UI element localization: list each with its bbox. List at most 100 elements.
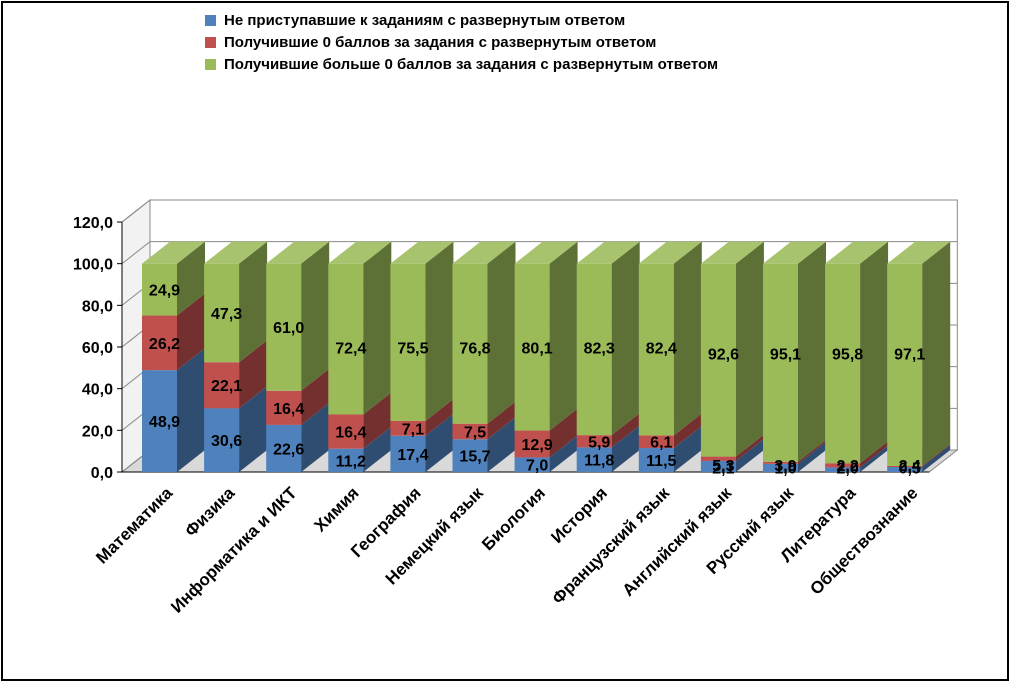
bar-segment	[700, 263, 736, 457]
data-label: 7,5	[464, 424, 486, 441]
bar-segment	[390, 420, 426, 436]
bar-top	[452, 241, 516, 264]
bar-segment-side	[425, 413, 454, 472]
legend-label-not-attempted: Не приступавшие к заданиям с развернутым…	[224, 11, 626, 29]
bar-top	[763, 241, 826, 264]
bar-segment-side	[177, 293, 205, 371]
data-label: 5,3	[712, 458, 734, 475]
bar-segment-side	[549, 241, 578, 431]
x-tick-label: Французский язык	[548, 483, 673, 608]
bar-segment-side	[363, 426, 392, 472]
data-label: 82,3	[584, 341, 615, 358]
data-label: 92,6	[708, 347, 739, 364]
bar-top	[142, 241, 205, 264]
y-tick-label: 80,0	[82, 298, 113, 315]
bar-segment-side	[239, 386, 268, 472]
bar-segment-side	[239, 241, 268, 363]
x-tick-label: Обществознание	[806, 483, 921, 598]
x-tick-label: Биология	[478, 483, 549, 554]
bar-segment	[266, 263, 302, 391]
data-label: 22,1	[211, 378, 242, 395]
data-label: 6,1	[650, 435, 672, 452]
data-label: 80,1	[522, 341, 553, 358]
bar-segment	[266, 424, 302, 472]
bar-segment-side	[177, 348, 205, 472]
data-label: 7,0	[526, 458, 548, 475]
bar-segment	[576, 263, 612, 436]
bar-segment	[142, 370, 177, 472]
legend-item-zero-points: Получившие 0 баллов за задания с разверн…	[205, 31, 718, 53]
gridline-depth	[121, 241, 151, 265]
bar-segment-side	[922, 445, 951, 472]
bar-segment-side	[301, 368, 330, 425]
bar-segment-side	[239, 340, 268, 409]
bar-segment-side	[177, 241, 205, 316]
bar-segment	[204, 263, 240, 363]
bar-segment	[638, 448, 674, 472]
bar-segment	[887, 263, 923, 466]
x-tick-label: Математика	[92, 483, 176, 567]
bar-segment-side	[673, 426, 702, 472]
x-tick-label: Английский язык	[619, 483, 736, 600]
bar-segment-side	[735, 434, 764, 461]
y-tick-label: 60,0	[82, 340, 113, 357]
bar-segment	[825, 263, 861, 464]
bar-segment	[204, 362, 240, 409]
bar-segment-side	[611, 425, 640, 472]
bar-segment-side	[922, 443, 951, 467]
bar-segment	[887, 465, 923, 467]
bar-segment	[328, 448, 364, 472]
bar-segment	[700, 456, 736, 461]
bar-segment-side	[363, 392, 392, 449]
data-label: 17,4	[397, 447, 428, 464]
bar-top	[638, 241, 702, 264]
bar-segment	[328, 414, 364, 449]
data-label: 2,2	[836, 458, 858, 475]
data-label: 97,1	[894, 347, 925, 364]
data-label: 1,0	[774, 461, 796, 478]
data-label: 2,1	[712, 461, 734, 478]
data-label: 0,5	[899, 461, 921, 478]
bar-segment-side	[735, 241, 764, 457]
bar-segment	[763, 263, 798, 462]
bar-top	[700, 241, 764, 264]
bar-segment-side	[487, 401, 516, 440]
legend-item-not-attempted: Не приступавшие к заданиям с развернутым…	[205, 9, 718, 31]
data-label: 75,5	[397, 341, 428, 358]
data-label: 16,4	[335, 425, 366, 442]
bar-segment-side	[860, 241, 889, 464]
legend-label-positive-points: Получившие больше 0 баллов за задания с …	[224, 55, 719, 73]
legend-swatch-not-attempted	[205, 14, 216, 26]
data-label: 5,9	[588, 434, 610, 451]
bar-segment	[266, 390, 302, 425]
data-label: 61,0	[273, 320, 304, 337]
data-label: 3,9	[774, 458, 796, 475]
bar-segment-side	[798, 241, 826, 462]
legend-label-zero-points: Получившие 0 баллов за задания с разверн…	[224, 33, 657, 51]
bar-segment	[452, 439, 488, 472]
x-tick-label: Химия	[310, 483, 362, 535]
bar-segment	[204, 408, 240, 472]
bar-top	[266, 241, 330, 264]
bar-top	[576, 241, 640, 264]
legend-swatch-positive-points	[205, 58, 216, 70]
data-label: 72,4	[335, 341, 366, 358]
legend-item-positive-points: Получившие больше 0 баллов за задания с …	[205, 53, 718, 75]
data-label: 22,6	[273, 441, 304, 458]
bar-segment	[763, 461, 798, 464]
bar-segment-side	[549, 435, 578, 472]
bar-top	[887, 241, 951, 264]
bar-segment-side	[549, 408, 578, 458]
legend: Не приступавшие к заданиям с развернутым…	[205, 9, 718, 75]
bar-segment-side	[611, 241, 640, 436]
bar-segment	[576, 447, 612, 472]
bar-segment-side	[673, 241, 702, 436]
data-label: 95,1	[770, 347, 801, 364]
bar-segment	[452, 263, 488, 424]
data-label: 12,9	[522, 437, 553, 454]
bar-segment-side	[487, 417, 516, 472]
bar-segment-side	[425, 241, 454, 421]
legend-swatch-zero-points	[205, 36, 216, 48]
bar-segment	[390, 263, 426, 421]
bar-segment-side	[798, 439, 826, 464]
